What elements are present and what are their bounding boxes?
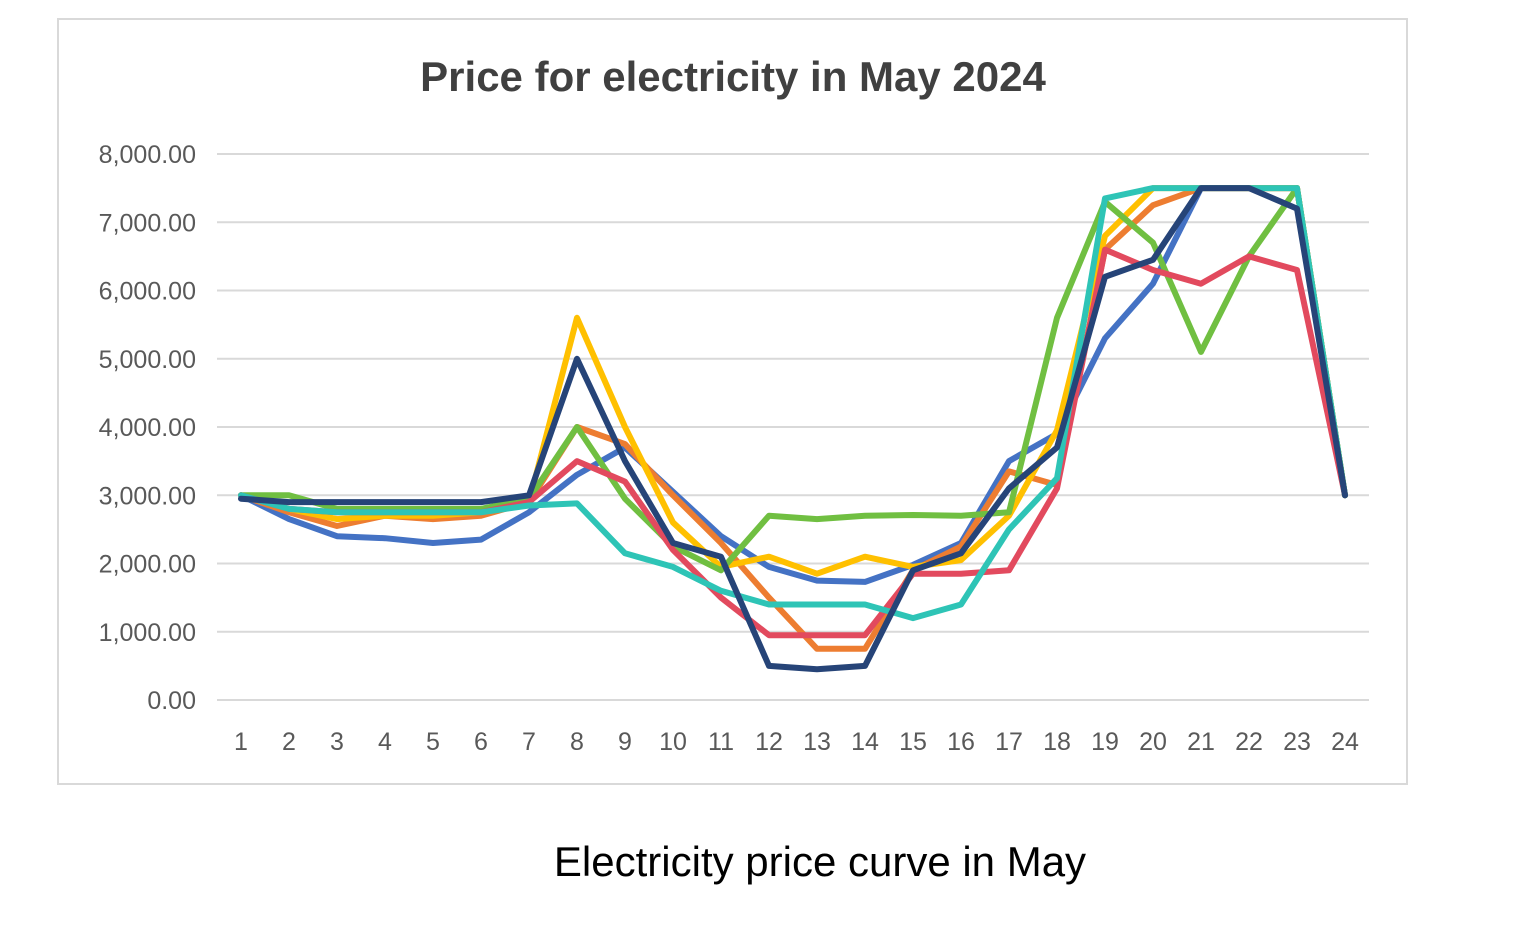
gridlines — [217, 153, 1369, 701]
x-tick-label: 5 — [426, 728, 440, 756]
y-tick-label: 6,000.00 — [99, 278, 196, 306]
x-tick-label: 19 — [1091, 728, 1119, 756]
x-tick-label: 23 — [1283, 728, 1311, 756]
series-line-7 — [238, 185, 1348, 673]
x-tick-label: 13 — [803, 728, 831, 756]
x-tick-label: 4 — [378, 728, 392, 756]
y-tick-label: 4,000.00 — [99, 414, 196, 442]
x-tick-label: 2 — [282, 728, 296, 756]
y-tick-label: 0.00 — [147, 687, 196, 715]
y-tick-label: 1,000.00 — [99, 619, 196, 647]
x-tick-label: 6 — [474, 728, 488, 756]
chart-area — [57, 18, 1408, 785]
series-line-6 — [238, 185, 1348, 622]
x-tick-label: 17 — [995, 728, 1023, 756]
y-tick-label: 3,000.00 — [99, 482, 196, 510]
x-tick-label: 16 — [947, 728, 975, 756]
x-tick-label: 7 — [522, 728, 536, 756]
series-line-1 — [238, 185, 1348, 585]
x-tick-label: 11 — [708, 728, 734, 756]
figure-caption: Electricity price curve in May — [553, 838, 1087, 885]
x-axis-ticks: 1 2 3 4 5 6 7 8 9 10 11 12 13 14 15 16 17 18 19 20 21 22 23 24 — [234, 728, 1359, 756]
x-tick-label: 8 — [570, 728, 584, 756]
x-tick-label: 21 — [1187, 728, 1215, 756]
x-tick-label: 22 — [1235, 728, 1263, 756]
x-tick-label: 20 — [1139, 728, 1167, 756]
series-line-2 — [238, 185, 1348, 652]
y-tick-label: 5,000.00 — [99, 346, 196, 374]
x-tick-label: 3 — [330, 728, 344, 756]
x-tick-label: 12 — [755, 728, 783, 756]
y-tick-label: 8,000.00 — [99, 141, 196, 169]
y-axis-ticks: 0.00 1,000.00 2,000.00 3,000.00 4,000.00 5,00… — [99, 141, 196, 715]
y-tick-label: 7,000.00 — [99, 209, 196, 237]
x-tick-label: 14 — [851, 728, 879, 756]
y-tick-label: 2,000.00 — [99, 551, 196, 579]
x-tick-label: 15 — [899, 728, 927, 756]
chart-title: Price for electricity in May 2024 — [420, 53, 1046, 100]
x-tick-label: 18 — [1043, 728, 1071, 756]
x-tick-label: 9 — [618, 728, 632, 756]
x-tick-label: 10 — [659, 728, 687, 756]
x-tick-label: 1 — [234, 728, 248, 756]
series-lines — [238, 185, 1348, 673]
x-tick-label: 24 — [1331, 728, 1359, 756]
series-line-4 — [238, 185, 1348, 574]
